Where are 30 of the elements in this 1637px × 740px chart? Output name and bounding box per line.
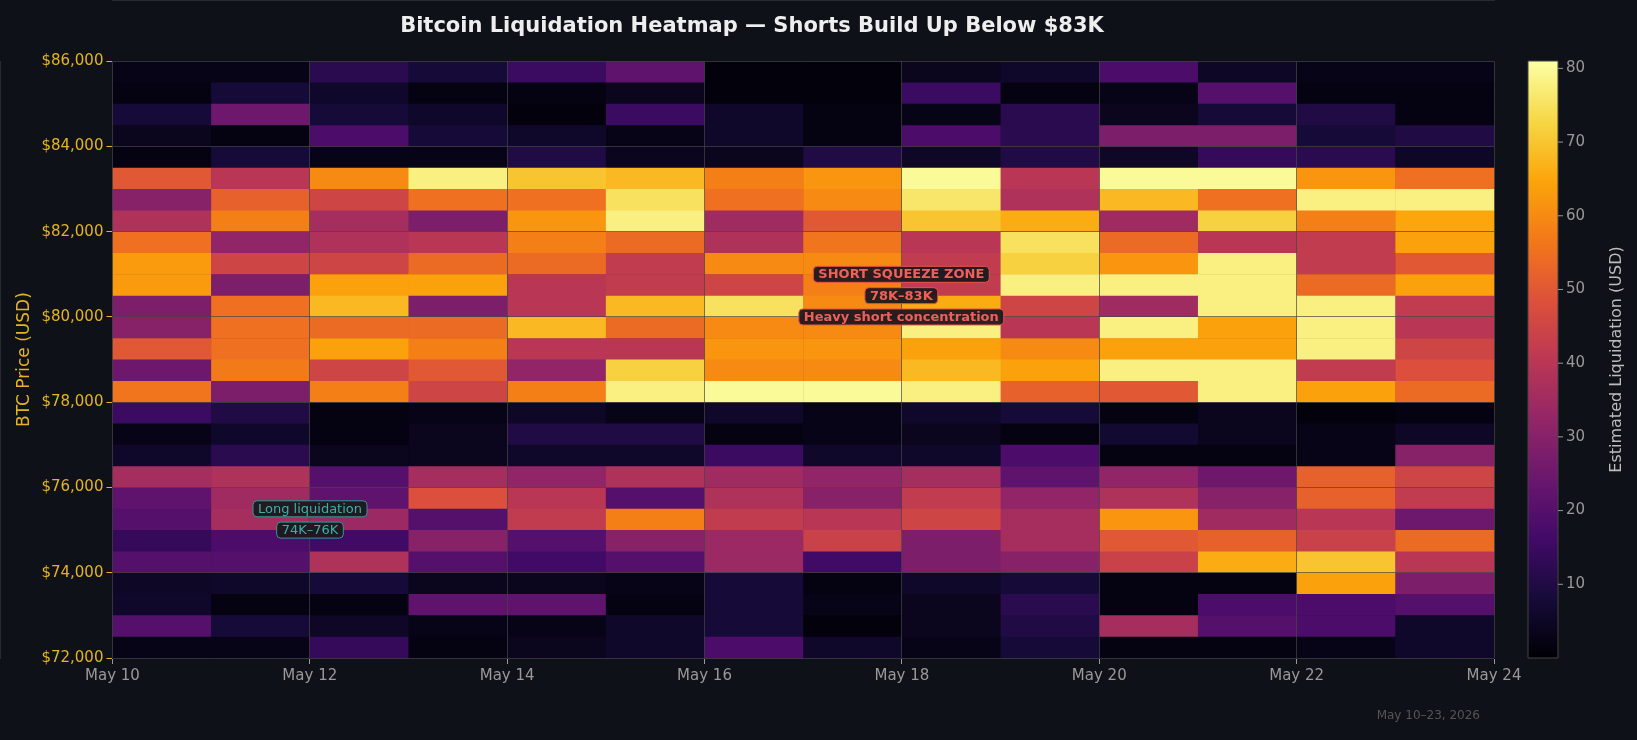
color-bar-label: 70 xyxy=(1566,131,1586,150)
text: May 10–23, 2026 xyxy=(1376,708,1480,723)
x-tick-label: May 12 xyxy=(282,665,338,684)
y-tick-label: $80,000 xyxy=(41,306,104,325)
color-bar-label: 50 xyxy=(1566,279,1586,298)
color-bar-label: 80 xyxy=(1566,58,1586,77)
annotation: Long liquidation 74K–76K xyxy=(257,500,363,537)
color-bar-label: 10 xyxy=(1566,574,1586,593)
annotation: SHORT SQUEEZE ZONE 78K–83K Heavy short concentration xyxy=(803,266,999,324)
color-bar-label: 30 xyxy=(1566,426,1586,445)
y-axis-title: BTC Price (USD) xyxy=(12,292,33,427)
y-tick-label: $86,000 xyxy=(41,51,104,70)
x-tick-label: May 10 xyxy=(84,665,140,684)
x-tick-label: May 20 xyxy=(1071,665,1127,684)
y-tick-label: $78,000 xyxy=(41,392,104,411)
color-bar-label: 60 xyxy=(1566,205,1586,224)
y-tick-label: $74,000 xyxy=(41,562,104,581)
x-tick-label: May 22 xyxy=(1269,665,1325,684)
y-tick-label: $72,000 xyxy=(41,647,104,666)
y-tick-label: $76,000 xyxy=(41,477,104,496)
color-bar-label: 20 xyxy=(1566,500,1586,519)
x-tick-label: May 14 xyxy=(479,665,535,684)
color-bar-title: Estimated Liquidation (USD) xyxy=(1606,246,1626,473)
x-tick-label: May 18 xyxy=(874,665,930,684)
color-bar-label: 40 xyxy=(1566,353,1586,372)
y-tick-label: $82,000 xyxy=(41,221,104,240)
chart-title: Bitcoin Liquidation Heatmap — Shorts Build Up Below $83K xyxy=(400,13,1105,38)
x-tick-label: May 24 xyxy=(1466,665,1522,684)
y-tick-label: $84,000 xyxy=(41,136,104,155)
x-tick-label: May 16 xyxy=(677,665,732,684)
